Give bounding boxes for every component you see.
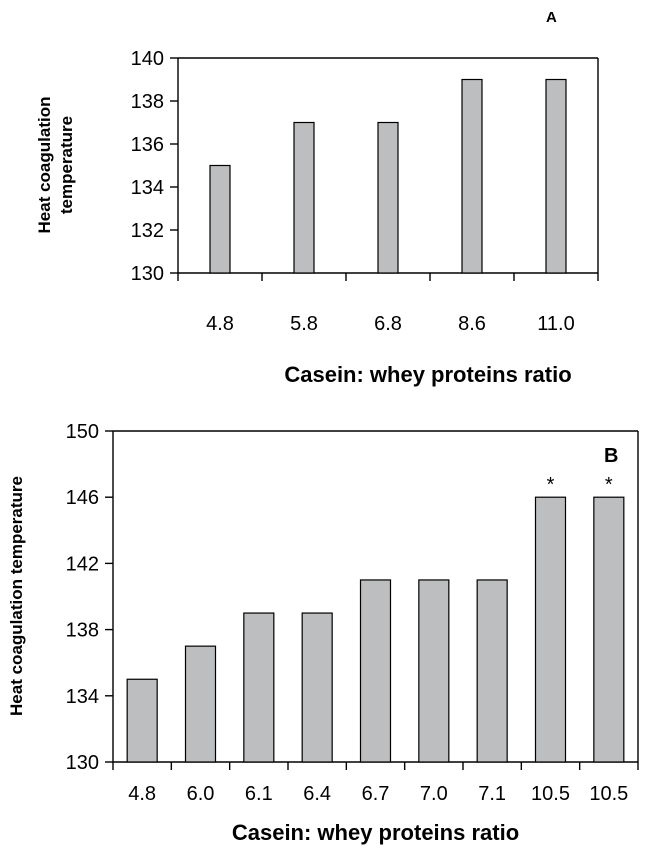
- panel-a-bar-1: [209, 164, 231, 274]
- panel-a-y-tick-label: 134: [131, 177, 164, 199]
- panel-a-x-tick-label: 5.8: [290, 313, 318, 335]
- panel-b-x-tick-label: 6.4: [303, 783, 331, 805]
- panel-b-bar-3: [243, 612, 275, 763]
- panel-a-bar-2: [293, 121, 315, 274]
- panel-b-bar-1: [126, 678, 158, 763]
- panel-b-y-tick-label: 134: [66, 686, 99, 708]
- panel-a-bar-4: [461, 78, 483, 274]
- panel-b-x-axis-title: Casein: whey proteins ratio: [232, 820, 519, 845]
- panel-b-significance-marker: *: [547, 474, 555, 496]
- panel-b-x-tick-label: 6.1: [245, 783, 273, 805]
- panel-b-x-tick-label: 7.1: [478, 783, 506, 805]
- panel-a-label: A: [546, 9, 557, 26]
- panel-b-significance-marker: *: [605, 474, 613, 496]
- panel-b-y-tick-label: 142: [66, 553, 99, 575]
- panel-b-x-tick-label: 6.0: [187, 783, 215, 805]
- panel-b-x-tick-label: 7.0: [420, 783, 448, 805]
- panel-a-y-axis-title: Heat coagulation temperature: [35, 97, 76, 234]
- panel-a-x-tick-label: 8.6: [458, 313, 486, 335]
- panel-a-y-tick-label: 140: [131, 48, 164, 70]
- panel-b-y-tick-label: 150: [66, 421, 99, 443]
- panel-b-bar-5: [359, 579, 392, 763]
- panel-b-label: B: [604, 445, 618, 467]
- panel-b-bar-2: [184, 645, 217, 763]
- panel-a-y-axis-title-line: Heat coagulation: [35, 97, 54, 234]
- panel-a-y-axis-title-line: temperature: [57, 116, 76, 214]
- panel-a-y-tick-label: 130: [131, 263, 164, 285]
- panel-b-x-tick-label: 6.7: [362, 783, 390, 805]
- panel-a-x-tick-label: 4.8: [206, 313, 234, 335]
- panel-b-y-axis-title: Heat coagulation temperature: [7, 476, 26, 716]
- panel-b-bar-7: [476, 579, 508, 763]
- panel-b-y-tick-label: 146: [66, 487, 99, 509]
- panel-b-x-tick-label: 4.8: [128, 783, 156, 805]
- panel-b-bar-9: [593, 496, 625, 763]
- panel-b-y-axis-title-line: Heat coagulation temperature: [7, 476, 26, 716]
- panel-a-bar-3: [377, 121, 399, 274]
- panel-a-x-tick-label: 6.8: [374, 313, 402, 335]
- panel-a-y-tick-label: 132: [131, 220, 164, 242]
- panel-b-y-tick-label: 138: [66, 620, 99, 642]
- panel-a-bar-5: [545, 78, 567, 274]
- panel-a-y-tick-label: 138: [131, 91, 164, 113]
- panel-b-bar-8: [534, 496, 567, 763]
- panel-b-bar-6: [418, 579, 450, 763]
- panel-b-y-tick-label: 130: [66, 752, 99, 774]
- panel-b-bar-4: [301, 612, 333, 763]
- panel-a-x-axis-title: Casein: whey proteins ratio: [284, 362, 571, 387]
- panel-a-x-tick-label: 11.0: [537, 313, 574, 335]
- panel-b-x-tick-label: 10.5: [589, 783, 628, 805]
- panel-b-x-tick-label: 10.5: [531, 783, 570, 805]
- panel-a-y-tick-label: 136: [131, 134, 164, 156]
